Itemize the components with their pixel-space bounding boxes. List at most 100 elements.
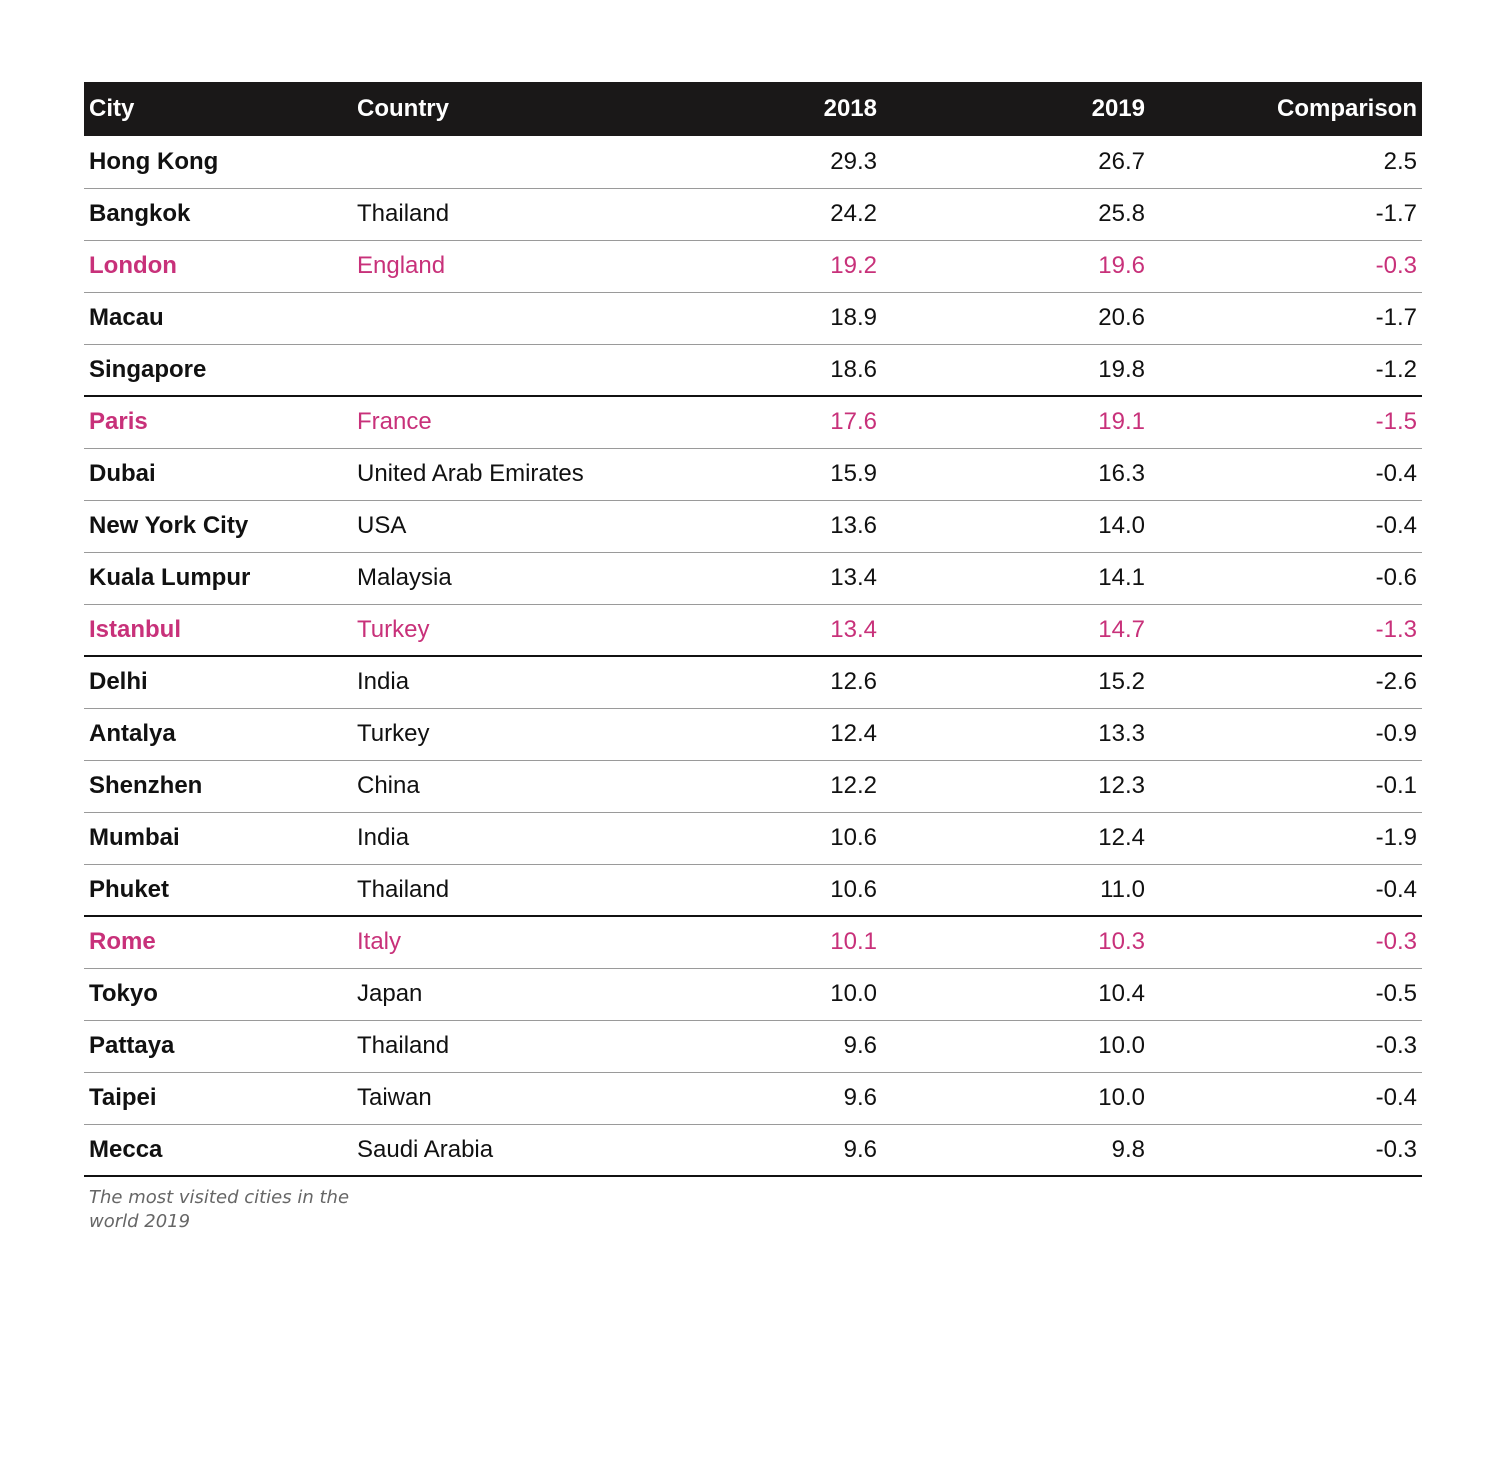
cities-table: City Country 2018 2019 Comparison Hong K… <box>84 82 1422 1177</box>
country-cell: Turkey <box>352 708 620 761</box>
value-2019-cell: 9.8 <box>882 1124 1150 1177</box>
country-cell: England <box>352 240 620 293</box>
value-2019-cell: 19.1 <box>882 396 1150 449</box>
city-cell: Istanbul <box>84 604 352 657</box>
value-2019-cell: 10.0 <box>882 1072 1150 1125</box>
comparison-cell: -2.6 <box>1150 656 1422 709</box>
city-cell: Dubai <box>84 448 352 501</box>
country-cell: Japan <box>352 968 620 1021</box>
country-cell: Saudi Arabia <box>352 1124 620 1177</box>
city-cell: Singapore <box>84 344 352 397</box>
comparison-cell: -0.4 <box>1150 500 1422 553</box>
comparison-cell: -0.5 <box>1150 968 1422 1021</box>
value-2019-cell: 10.3 <box>882 916 1150 969</box>
cities-table-container: City Country 2018 2019 Comparison Hong K… <box>84 82 1422 1177</box>
comparison-cell: -1.7 <box>1150 188 1422 241</box>
table-row: Istanbul Turkey 13.4 14.7 -1.3 <box>84 604 1422 657</box>
comparison-cell: -1.3 <box>1150 604 1422 657</box>
comparison-cell: -0.6 <box>1150 552 1422 605</box>
city-cell: Kuala Lumpur <box>84 552 352 605</box>
value-2019-cell: 19.8 <box>882 344 1150 397</box>
comparison-cell: -1.5 <box>1150 396 1422 449</box>
table-caption: The most visited cities in the world 201… <box>89 1187 350 1232</box>
comparison-cell: -0.3 <box>1150 916 1422 969</box>
table-row: Tokyo Japan 10.0 10.4 -0.5 <box>84 968 1422 1021</box>
country-cell: Thailand <box>352 1020 620 1073</box>
table-row: Paris France 17.6 19.1 -1.5 <box>84 396 1422 449</box>
city-cell: Taipei <box>84 1072 352 1125</box>
comparison-cell: -0.3 <box>1150 1020 1422 1073</box>
city-cell: Paris <box>84 396 352 449</box>
value-2019-cell: 14.1 <box>882 552 1150 605</box>
value-2019-cell: 10.0 <box>882 1020 1150 1073</box>
city-cell: Hong Kong <box>84 136 352 189</box>
table-row: Hong Kong 29.3 26.7 2.5 <box>84 136 1422 189</box>
value-2018-cell: 19.2 <box>620 240 882 293</box>
table-row: Rome Italy 10.1 10.3 -0.3 <box>84 916 1422 969</box>
value-2018-cell: 10.6 <box>620 812 882 865</box>
value-2018-cell: 18.6 <box>620 344 882 397</box>
value-2018-cell: 10.1 <box>620 916 882 969</box>
header-2018: 2018 <box>823 95 877 122</box>
value-2019-cell: 25.8 <box>882 188 1150 241</box>
header-2019: 2019 <box>1091 95 1145 122</box>
value-2019-cell: 16.3 <box>882 448 1150 501</box>
country-cell: Thailand <box>352 864 620 917</box>
table-row: Pattaya Thailand 9.6 10.0 -0.3 <box>84 1020 1422 1073</box>
country-cell: Thailand <box>352 188 620 241</box>
header-city: City <box>89 95 135 122</box>
country-cell: India <box>352 812 620 865</box>
comparison-cell: -0.3 <box>1150 240 1422 293</box>
table-row: Taipei Taiwan 9.6 10.0 -0.4 <box>84 1072 1422 1125</box>
value-2019-cell: 26.7 <box>882 136 1150 189</box>
value-2018-cell: 13.4 <box>620 552 882 605</box>
table-row: Antalya Turkey 12.4 13.3 -0.9 <box>84 708 1422 761</box>
comparison-cell: -0.3 <box>1150 1124 1422 1177</box>
table-row: Dubai United Arab Emirates 15.9 16.3 -0.4 <box>84 448 1422 501</box>
value-2018-cell: 12.4 <box>620 708 882 761</box>
city-cell: Rome <box>84 916 352 969</box>
comparison-cell: 2.5 <box>1150 136 1422 189</box>
table-header-row: City Country 2018 2019 Comparison <box>84 82 1422 136</box>
country-cell: India <box>352 656 620 709</box>
value-2018-cell: 13.6 <box>620 500 882 553</box>
country-cell: USA <box>352 500 620 553</box>
table-row: Kuala Lumpur Malaysia 13.4 14.1 -0.6 <box>84 552 1422 605</box>
city-cell: Tokyo <box>84 968 352 1021</box>
country-cell: Taiwan <box>352 1072 620 1125</box>
comparison-cell: -0.4 <box>1150 864 1422 917</box>
header-country: Country <box>357 95 449 122</box>
comparison-cell: -1.7 <box>1150 292 1422 345</box>
value-2019-cell: 12.3 <box>882 760 1150 813</box>
value-2019-cell: 12.4 <box>882 812 1150 865</box>
city-cell: Delhi <box>84 656 352 709</box>
value-2018-cell: 18.9 <box>620 292 882 345</box>
country-cell: China <box>352 760 620 813</box>
value-2018-cell: 9.6 <box>620 1124 882 1177</box>
value-2019-cell: 19.6 <box>882 240 1150 293</box>
value-2018-cell: 24.2 <box>620 188 882 241</box>
value-2019-cell: 11.0 <box>882 864 1150 917</box>
comparison-cell: -0.4 <box>1150 448 1422 501</box>
header-comparison: Comparison <box>1276 95 1417 122</box>
country-cell: Italy <box>352 916 620 969</box>
city-cell: Pattaya <box>84 1020 352 1073</box>
value-2019-cell: 14.0 <box>882 500 1150 553</box>
comparison-cell: -0.9 <box>1150 708 1422 761</box>
value-2019-cell: 13.3 <box>882 708 1150 761</box>
country-cell <box>352 136 620 189</box>
city-cell: Mumbai <box>84 812 352 865</box>
city-cell: Antalya <box>84 708 352 761</box>
comparison-cell: -1.2 <box>1150 344 1422 397</box>
country-cell: Malaysia <box>352 552 620 605</box>
value-2018-cell: 12.6 <box>620 656 882 709</box>
country-cell: United Arab Emirates <box>352 448 620 501</box>
value-2018-cell: 10.0 <box>620 968 882 1021</box>
table-row: New York City USA 13.6 14.0 -0.4 <box>84 500 1422 553</box>
value-2019-cell: 20.6 <box>882 292 1150 345</box>
comparison-cell: -1.9 <box>1150 812 1422 865</box>
table-row: London England 19.2 19.6 -0.3 <box>84 240 1422 293</box>
comparison-cell: -0.4 <box>1150 1072 1422 1125</box>
value-2018-cell: 17.6 <box>620 396 882 449</box>
value-2018-cell: 9.6 <box>620 1020 882 1073</box>
